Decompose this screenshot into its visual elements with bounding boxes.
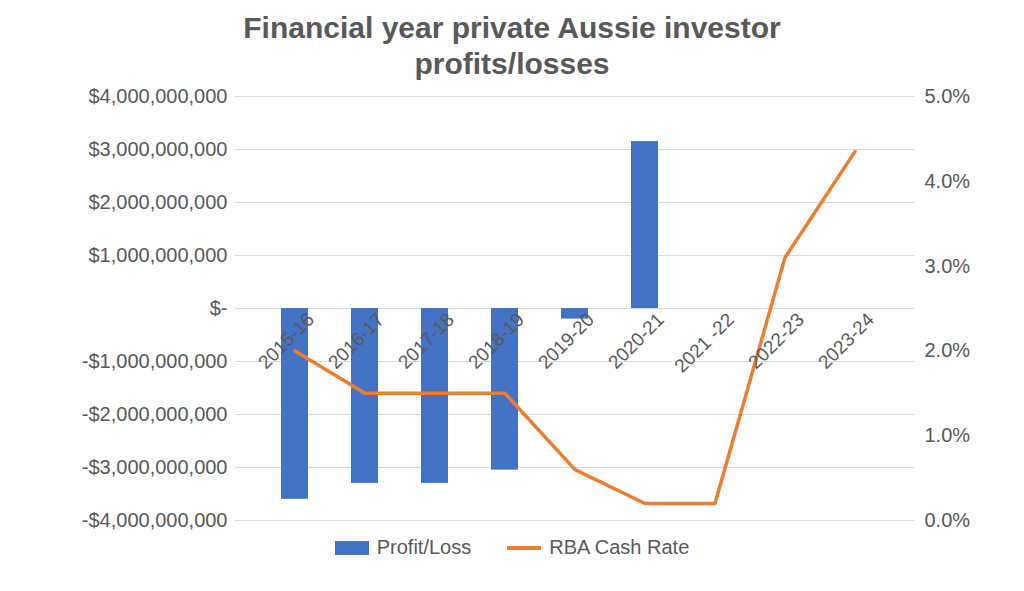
- svg-text:-$1,000,000,000: -$1,000,000,000: [82, 350, 228, 372]
- svg-text:5.0%: 5.0%: [925, 85, 971, 107]
- svg-text:$3,000,000,000: $3,000,000,000: [88, 138, 227, 160]
- svg-text:2016-17: 2016-17: [324, 309, 388, 373]
- svg-text:-$3,000,000,000: -$3,000,000,000: [82, 456, 228, 478]
- svg-text:2019-20: 2019-20: [534, 309, 598, 373]
- svg-text:2018-19: 2018-19: [464, 309, 528, 373]
- svg-text:$4,000,000,000: $4,000,000,000: [88, 85, 227, 107]
- svg-text:$2,000,000,000: $2,000,000,000: [88, 191, 227, 213]
- svg-text:3.0%: 3.0%: [925, 255, 971, 277]
- svg-text:$1,000,000,000: $1,000,000,000: [88, 244, 227, 266]
- svg-text:1.0%: 1.0%: [925, 424, 971, 446]
- svg-text:$-: $-: [210, 297, 228, 319]
- svg-text:-$4,000,000,000: -$4,000,000,000: [82, 509, 228, 531]
- svg-text:0.0%: 0.0%: [925, 509, 971, 531]
- svg-text:2015-16: 2015-16: [254, 309, 318, 373]
- svg-text:-$2,000,000,000: -$2,000,000,000: [82, 403, 228, 425]
- svg-text:2.0%: 2.0%: [925, 339, 971, 361]
- svg-text:2021 -22: 2021 -22: [670, 309, 738, 377]
- html-text:Profit/Loss: Profit/Loss: [376, 536, 472, 558]
- svg-text:2022-23: 2022-23: [744, 309, 808, 373]
- html-text:RBA Cash Rate: RBA Cash Rate: [549, 536, 690, 558]
- svg-text:2023-24: 2023-24: [814, 308, 878, 372]
- svg-text:2017-18: 2017-18: [394, 309, 458, 373]
- html-text:Financial year private Aussie: Financial year private Aussie investor p…: [243, 11, 781, 80]
- svg-text:2020-21: 2020-21: [604, 309, 668, 373]
- svg-text:4.0%: 4.0%: [925, 170, 971, 192]
